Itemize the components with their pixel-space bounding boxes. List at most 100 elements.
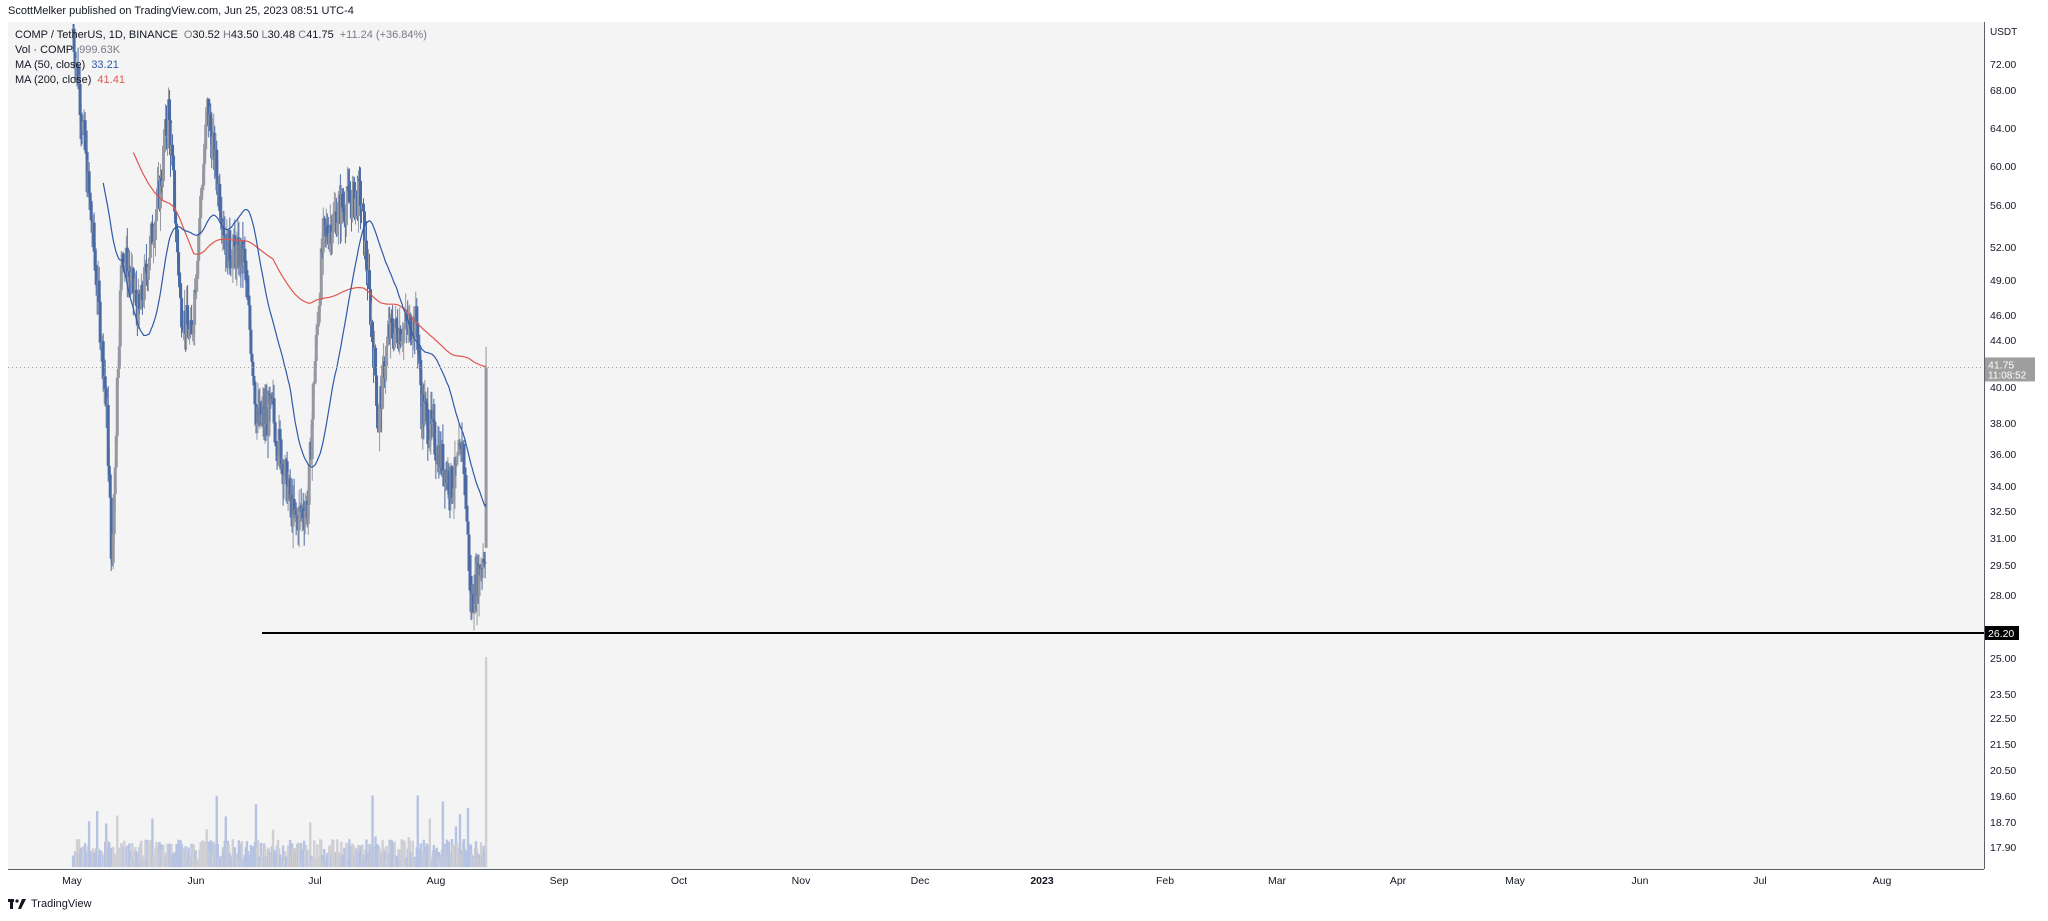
candle-body	[306, 504, 310, 518]
volume-bar	[246, 850, 250, 867]
candle-body	[346, 186, 350, 191]
candle-body	[168, 99, 172, 121]
candle-body	[215, 149, 219, 177]
price-tick-label: 18.70	[1990, 817, 2016, 829]
volume-bar	[346, 844, 349, 867]
candle-body	[480, 568, 484, 570]
candle-body	[341, 207, 345, 209]
candle-body	[267, 393, 271, 436]
time-tick-label: 2023	[1030, 875, 1054, 887]
candle-body	[72, 29, 76, 52]
candle-body	[378, 403, 382, 433]
volume-bar	[210, 841, 213, 867]
price-tick-label: 72.00	[1990, 59, 2016, 71]
candle-body	[172, 155, 176, 171]
volume-bar	[398, 849, 401, 867]
candle-body	[433, 421, 437, 455]
candle-body	[211, 136, 215, 159]
volume-bar	[237, 840, 241, 867]
candle-body	[312, 383, 316, 385]
volume-bar	[371, 795, 374, 867]
candle-body	[469, 576, 473, 612]
candle-body	[140, 284, 144, 301]
time-tick-label: May	[1505, 875, 1526, 887]
candle-body	[182, 330, 186, 332]
footer-brand: TradingView	[31, 898, 92, 910]
volume-bar	[458, 814, 462, 867]
time-tick-label: Dec	[911, 875, 930, 887]
candle-body	[251, 361, 255, 376]
candle-body	[113, 467, 117, 495]
time-tick-label: Jun	[1632, 875, 1649, 887]
candle-body	[342, 207, 346, 220]
candle-body	[279, 439, 283, 470]
candle-body	[153, 221, 157, 240]
volume-bar	[368, 843, 371, 867]
candle-body	[288, 478, 292, 500]
candle-body	[150, 223, 154, 244]
volume-bar	[240, 841, 244, 867]
candle-body	[158, 177, 162, 209]
candle-body	[160, 180, 164, 186]
legend-ma50-value: 33.21	[91, 59, 119, 71]
legend-change: +11.24 (+36.84%)	[339, 29, 427, 41]
volume-bar	[361, 844, 364, 867]
last-price-tag	[1985, 357, 2035, 382]
candle-body	[399, 328, 403, 345]
price-tick-label: 32.50	[1990, 506, 2016, 518]
candle-body	[369, 289, 373, 325]
volume-bar	[320, 840, 323, 867]
candle-body	[173, 170, 177, 212]
candle-body	[357, 178, 361, 181]
candle-body	[141, 299, 145, 301]
legend-open-value: 30.52	[192, 29, 220, 41]
price-tick-label: 44.00	[1990, 335, 2016, 347]
volume-bar	[166, 843, 169, 867]
candle-body	[171, 144, 175, 156]
candle-body	[481, 558, 485, 569]
candle-body	[98, 301, 102, 343]
candle-body	[161, 145, 165, 181]
chart-pane[interactable]	[8, 22, 1984, 869]
candle-body	[223, 235, 227, 237]
candle-body	[456, 454, 460, 457]
candle-body	[76, 65, 80, 87]
candle-body	[353, 198, 357, 217]
candle-body	[350, 189, 354, 219]
candle-body	[247, 297, 251, 306]
price-axis[interactable]	[1984, 22, 2048, 869]
candle-body	[174, 211, 178, 224]
time-tick-label: Feb	[1156, 875, 1174, 887]
candle-body	[180, 298, 184, 328]
time-axis[interactable]	[8, 869, 1984, 892]
candle-body	[222, 227, 226, 236]
candle-body	[385, 345, 389, 367]
legend-low-label: L	[261, 29, 268, 41]
candle-body	[165, 119, 169, 136]
volume-bar	[216, 843, 219, 867]
candle-body	[283, 459, 287, 476]
tradingview-logo-icon	[8, 898, 26, 909]
candle-body	[235, 244, 239, 269]
volume-bar	[87, 821, 91, 867]
tradingview-footer[interactable]: TradingView	[8, 898, 92, 910]
candle-body	[193, 289, 197, 325]
volume-bar	[385, 845, 388, 867]
candle-body	[418, 354, 422, 360]
volume-bar	[185, 850, 188, 867]
candle-body	[307, 465, 311, 505]
candle-body	[248, 305, 252, 330]
candle-body	[368, 270, 372, 290]
candle-body	[335, 222, 339, 234]
candle-body	[311, 383, 315, 420]
candle-body	[219, 211, 223, 219]
candle-body	[134, 289, 138, 306]
candle-body	[121, 253, 125, 269]
volume-bars	[71, 657, 488, 867]
candle-body	[371, 321, 375, 343]
candle-body	[250, 353, 254, 362]
volume-bar	[116, 815, 119, 867]
candle-body	[114, 435, 118, 468]
candle-body	[452, 488, 456, 498]
candle-body	[92, 222, 96, 252]
